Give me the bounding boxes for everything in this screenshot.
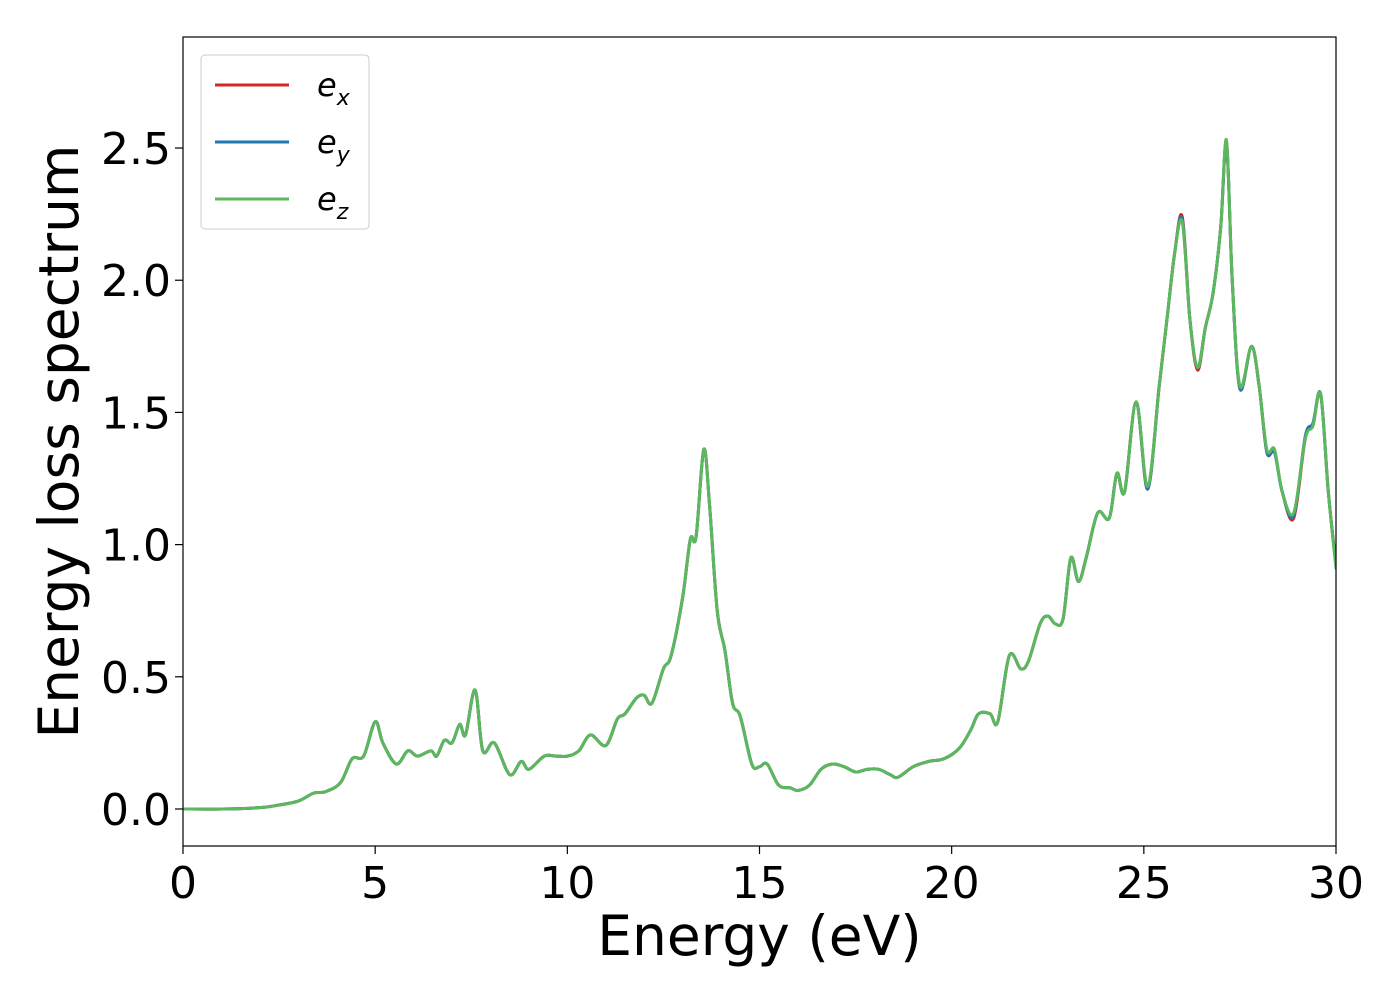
legend-label-x: ex [317, 66, 351, 111]
x-tick-label: 10 [539, 858, 595, 909]
axes-layer: 0 5 10 15 20 25 30 0.0 0.5 1.0 1.5 2.0 2.5 [101, 36, 1364, 909]
x-tick-label: 25 [1116, 858, 1172, 909]
y-tick-label: 0.5 [101, 653, 171, 704]
x-axis-title: Energy (eV) [597, 904, 921, 968]
y-axis-title: Energy loss spectrum [27, 144, 91, 738]
series-line-x [183, 140, 1336, 811]
series-group [183, 138, 1336, 811]
y-tick-label: 2.5 [101, 124, 171, 175]
series-line-z [183, 138, 1336, 811]
x-tick-label: 0 [169, 858, 197, 909]
x-tick-label: 5 [361, 858, 389, 909]
y-tick-label: 1.5 [101, 388, 171, 439]
series-line-y [183, 140, 1336, 811]
y-tick-label: 2.0 [101, 256, 171, 307]
x-tick-label: 15 [732, 858, 788, 909]
legend-label-z: ez [317, 180, 349, 225]
legend: ex ey ez [200, 54, 370, 230]
x-tick-label: 30 [1308, 858, 1364, 909]
legend-label-y: ey [317, 123, 351, 168]
x-tick-label: 20 [924, 858, 980, 909]
plot-layer [183, 138, 1336, 811]
y-tick-label: 1.0 [101, 521, 171, 572]
y-tick-label: 0.0 [101, 785, 171, 836]
